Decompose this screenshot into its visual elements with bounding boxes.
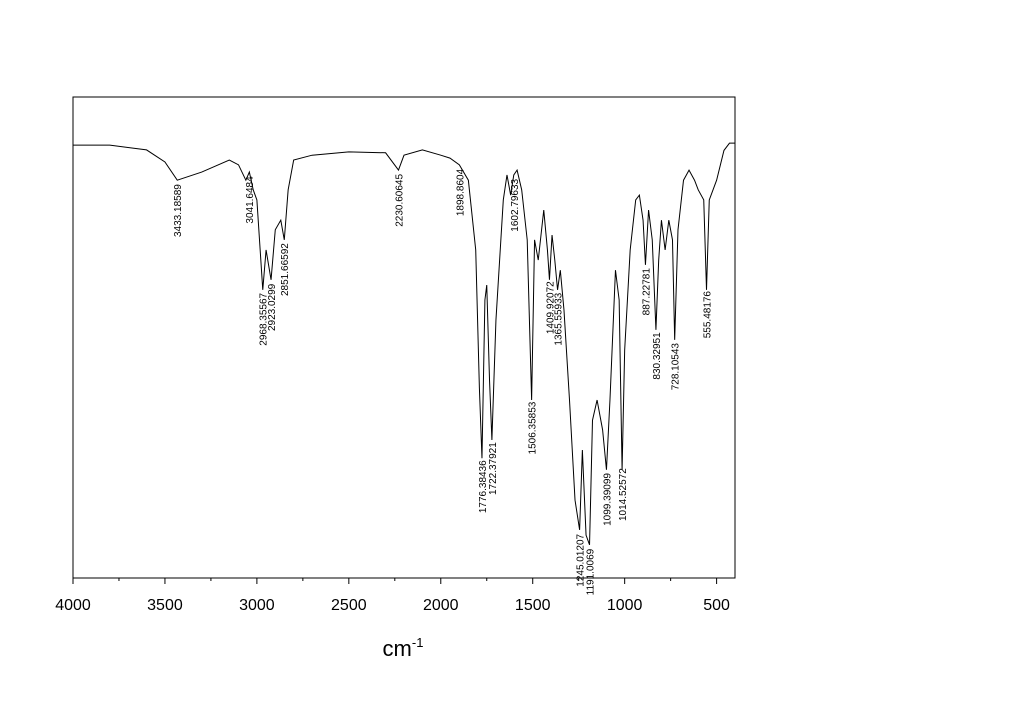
peak-label: 1722.37921	[488, 442, 499, 495]
peak-label: 2968.35567	[259, 292, 270, 345]
peak-label: 1898.8604	[455, 168, 466, 216]
x-tick-label: 4000	[55, 597, 91, 614]
peak-label: 1506.35853	[528, 401, 539, 454]
spectrum-line	[73, 142, 735, 545]
peak-label: 2923.0299	[267, 283, 278, 331]
peak-label: 2230.60645	[394, 174, 405, 227]
peak-label: 1409.92072	[545, 281, 556, 334]
peak-label: 1014.52572	[618, 468, 629, 521]
x-axis-label-base: cm	[383, 636, 412, 661]
peak-label: 1099.39099	[602, 473, 613, 526]
x-tick-label: 2000	[423, 597, 459, 614]
x-tick-label: 500	[703, 597, 730, 614]
plot-frame	[72, 96, 736, 579]
peak-label: 887.22781	[641, 268, 652, 316]
peak-label: 728.10543	[671, 343, 682, 391]
peak-label: 2851.66592	[280, 243, 291, 296]
peak-label: 1776.38436	[478, 460, 489, 513]
peak-label: 1245.01207	[576, 533, 587, 586]
x-tick-label: 3000	[239, 597, 275, 614]
x-axis-label-sup: -1	[412, 635, 424, 650]
x-tick-label: 3500	[147, 597, 183, 614]
x-tick-label: 1000	[607, 597, 643, 614]
peak-label: 1602.79633	[510, 178, 521, 231]
peak-label: 1191.0069	[586, 548, 597, 595]
peak-label: 3041.6484	[245, 176, 256, 224]
x-axis-label: cm-1	[383, 635, 424, 661]
x-tick-label: 1500	[515, 597, 551, 614]
peak-label: 830.32951	[652, 332, 663, 380]
x-tick-label: 2500	[331, 597, 367, 614]
peak-label: 3433.18589	[173, 184, 184, 237]
peak-label: 555.48176	[702, 291, 713, 339]
peak-label: 1365.55933	[553, 292, 564, 345]
